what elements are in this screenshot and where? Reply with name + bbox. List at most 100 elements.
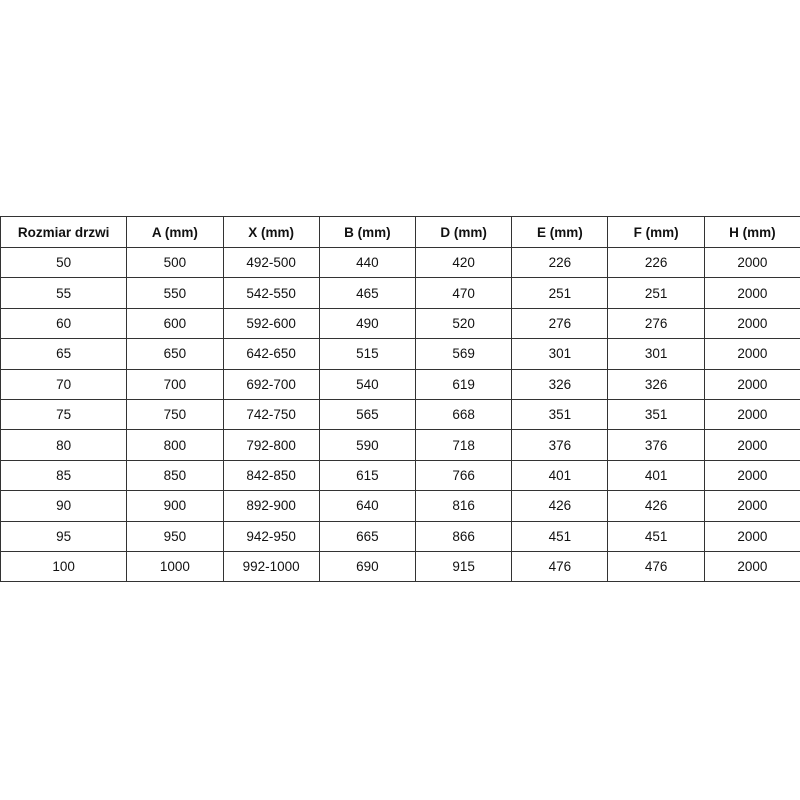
table-cell: 2000 [703, 338, 800, 370]
column-header: X (mm) [222, 216, 320, 248]
table-cell: 2000 [703, 246, 800, 279]
table-cell: 401 [511, 459, 609, 492]
table-cell: 470 [415, 277, 513, 309]
table-cell: 766 [415, 459, 513, 492]
table-cell: 619 [415, 368, 513, 400]
table-row: 85 850 842-850 615 766 401 401 2000 [0, 459, 800, 492]
table-cell: 592-600 [222, 307, 320, 340]
door-dimensions-table: Rozmiar drzwi A (mm) X (mm) B (mm) D (mm) E (… [0, 216, 800, 583]
table-cell: 100 [0, 550, 128, 583]
table-cell: 90 [0, 490, 128, 522]
table-cell: 476 [511, 550, 609, 583]
table-cell: 750 [126, 398, 224, 431]
table-cell: 792-800 [222, 429, 320, 461]
table-cell: 351 [607, 398, 705, 431]
table-cell: 2000 [703, 550, 800, 583]
table-cell: 542-550 [222, 277, 320, 309]
table-cell: 950 [126, 520, 224, 552]
table-cell: 650 [126, 338, 224, 370]
table-cell: 401 [607, 459, 705, 492]
column-header: B (mm) [318, 216, 417, 248]
table-row: 65 650 642-650 515 569 301 301 2000 [0, 338, 800, 370]
table-cell: 251 [511, 277, 609, 309]
table-cell: 642-650 [222, 338, 320, 370]
table-cell: 2000 [703, 520, 800, 552]
table-row: 60 600 592-600 490 520 276 276 2000 [0, 307, 800, 340]
table-cell: 420 [415, 246, 513, 279]
table-cell: 251 [607, 277, 705, 309]
column-header: A (mm) [126, 216, 224, 248]
table-cell: 668 [415, 398, 513, 431]
table-cell: 515 [318, 338, 417, 370]
table-cell: 276 [607, 307, 705, 340]
table-cell: 440 [318, 246, 417, 279]
table-row: 50 500 492-500 440 420 226 226 2000 [0, 246, 800, 279]
table-cell: 490 [318, 307, 417, 340]
table-cell: 75 [0, 398, 128, 431]
table-cell: 226 [511, 246, 609, 279]
table-cell: 520 [415, 307, 513, 340]
table-cell: 2000 [703, 429, 800, 461]
table-cell: 326 [607, 368, 705, 400]
table-cell: 376 [607, 429, 705, 461]
table-cell: 451 [511, 520, 609, 552]
table-cell: 65 [0, 338, 128, 370]
column-header: Rozmiar drzwi [0, 216, 128, 248]
table-row: 90 900 892-900 640 816 426 426 2000 [0, 490, 800, 522]
table-cell: 540 [318, 368, 417, 400]
column-header: H (mm) [703, 216, 800, 248]
table-cell: 942-950 [222, 520, 320, 552]
table-cell: 900 [126, 490, 224, 522]
table-cell: 301 [511, 338, 609, 370]
table-row: 75 750 742-750 565 668 351 351 2000 [0, 398, 800, 431]
table-row: 100 1000 992-1000 690 915 476 476 2000 [0, 550, 800, 583]
table-cell: 226 [607, 246, 705, 279]
table-cell: 70 [0, 368, 128, 400]
table-cell: 80 [0, 429, 128, 461]
table-cell: 842-850 [222, 459, 320, 492]
table-cell: 866 [415, 520, 513, 552]
table-cell: 2000 [703, 459, 800, 492]
table-cell: 640 [318, 490, 417, 522]
table-cell: 50 [0, 246, 128, 279]
header-row: Rozmiar drzwi A (mm) X (mm) B (mm) D (mm) E (… [0, 216, 800, 248]
table-cell: 590 [318, 429, 417, 461]
table-cell: 850 [126, 459, 224, 492]
table-row: 70 700 692-700 540 619 326 326 2000 [0, 368, 800, 400]
table-cell: 2000 [703, 490, 800, 522]
table-cell: 690 [318, 550, 417, 583]
table-cell: 85 [0, 459, 128, 492]
table-cell: 326 [511, 368, 609, 400]
table-cell: 276 [511, 307, 609, 340]
table-cell: 351 [511, 398, 609, 431]
table-cell: 565 [318, 398, 417, 431]
table-cell: 451 [607, 520, 705, 552]
table-cell: 569 [415, 338, 513, 370]
table-cell: 492-500 [222, 246, 320, 279]
table-cell: 892-900 [222, 490, 320, 522]
table-cell: 665 [318, 520, 417, 552]
table-cell: 376 [511, 429, 609, 461]
column-header: D (mm) [415, 216, 513, 248]
table-cell: 2000 [703, 277, 800, 309]
table-cell: 816 [415, 490, 513, 522]
table-cell: 476 [607, 550, 705, 583]
column-header: F (mm) [607, 216, 705, 248]
table-row: 95 950 942-950 665 866 451 451 2000 [0, 520, 800, 552]
table-cell: 60 [0, 307, 128, 340]
table-cell: 800 [126, 429, 224, 461]
table-cell: 426 [511, 490, 609, 522]
table-cell: 426 [607, 490, 705, 522]
table-cell: 1000 [126, 550, 224, 583]
table-cell: 718 [415, 429, 513, 461]
table-row: 80 800 792-800 590 718 376 376 2000 [0, 429, 800, 461]
table-cell: 2000 [703, 307, 800, 340]
table-cell: 500 [126, 246, 224, 279]
table-row: 55 550 542-550 465 470 251 251 2000 [0, 277, 800, 309]
table-cell: 301 [607, 338, 705, 370]
table-cell: 2000 [703, 368, 800, 400]
table-cell: 55 [0, 277, 128, 309]
table-cell: 615 [318, 459, 417, 492]
table-cell: 915 [415, 550, 513, 583]
table-cell: 550 [126, 277, 224, 309]
